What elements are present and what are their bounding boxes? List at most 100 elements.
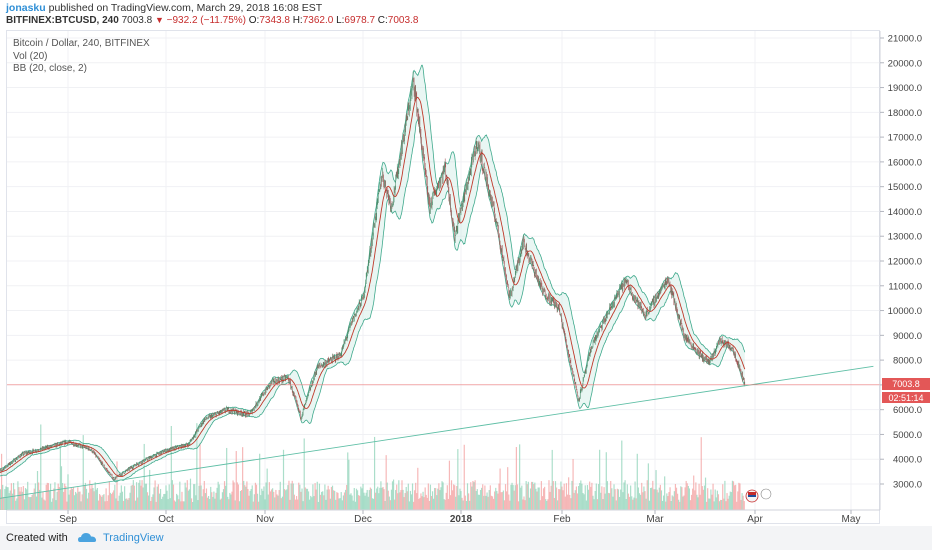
volume-bar [617, 489, 620, 510]
volume-bar [301, 488, 303, 510]
volume-bar [235, 451, 237, 510]
volume-bar [635, 498, 637, 510]
volume-bar [579, 483, 581, 510]
volume-bar [71, 488, 73, 510]
volume-bar [500, 492, 502, 510]
volume-bar [484, 485, 486, 510]
volume-bar [304, 487, 306, 510]
volume-bar [514, 485, 516, 510]
volume-bar [570, 498, 572, 510]
volume-bar [194, 484, 196, 510]
y-tick-label: 11000.0 [888, 281, 922, 292]
volume-bar [81, 494, 83, 510]
volume-bar [449, 495, 452, 510]
volume-bar [698, 483, 700, 510]
volume-bar [316, 481, 318, 510]
volume-bar [685, 480, 687, 510]
volume-bar [646, 480, 648, 510]
volume-bar [66, 501, 68, 510]
high-label: H: [292, 15, 303, 26]
volume-bar [284, 489, 286, 510]
volume-bar [278, 490, 280, 510]
volume-bar [94, 482, 96, 510]
volume-bar [61, 483, 64, 510]
tradingview-cloud-icon [78, 533, 97, 542]
volume-bar [387, 490, 389, 510]
volume-bar [63, 491, 65, 510]
price-chart[interactable]: 21000.0 20000.0 19000.0 18000.0 17000.0 16000… [0, 0, 932, 526]
volume-bar [315, 489, 317, 510]
volume-bar [151, 496, 153, 510]
volume-bar [88, 492, 90, 510]
volume-bar [732, 481, 735, 510]
legend-volume[interactable]: Vol (20) [13, 50, 48, 62]
volume-bar [729, 491, 731, 510]
volume-bar [133, 485, 136, 510]
volume-bar [269, 491, 272, 510]
volume-bar [739, 483, 741, 510]
volume-bar [366, 489, 368, 510]
y-tick-label: 8000.0 [893, 356, 922, 367]
volume-bar [508, 494, 510, 510]
volume-bar [528, 497, 531, 510]
legend-bollinger[interactable]: BB (20, close, 2) [13, 63, 87, 74]
volume-bar [233, 482, 235, 510]
volume-bar [667, 496, 669, 510]
volume-bar [422, 491, 424, 510]
volume-bar [285, 490, 287, 510]
volume-bar [394, 499, 396, 510]
volume-bar [210, 486, 212, 510]
volume-bar [217, 481, 219, 510]
last-price-tag-label: 7003.8 [892, 379, 920, 389]
x-tick-label: 2018 [450, 514, 473, 525]
volume-bar [201, 496, 203, 510]
trend-line [0, 365, 874, 499]
volume-bar [615, 500, 617, 510]
volume-bar [469, 500, 471, 510]
volume-bar [465, 500, 468, 510]
volume-bar [657, 492, 659, 510]
volume-bar [8, 493, 10, 510]
volume-bar [154, 480, 156, 510]
volume-bar [391, 481, 394, 510]
volume-bar [55, 500, 57, 510]
volume-bar [455, 496, 457, 510]
volume-bar [6, 487, 8, 510]
volume-bar [585, 500, 587, 510]
volume-bar [98, 494, 101, 510]
volume-bar [482, 484, 484, 510]
volume-bar [252, 501, 254, 510]
volume-bar [289, 499, 291, 510]
volume-bar [347, 452, 349, 510]
volume-bar [312, 484, 314, 510]
volume-bar [593, 499, 595, 510]
volume-bar [447, 498, 449, 510]
volume-bar [112, 492, 114, 510]
author-link[interactable]: jonasku [6, 2, 46, 14]
volume-bar [192, 501, 194, 510]
volume-bar [19, 491, 21, 510]
volume-bar [104, 501, 106, 510]
volume-bar [197, 500, 199, 510]
volume-bar [724, 480, 726, 510]
volume-bar [0, 453, 3, 510]
volume-bar [129, 492, 131, 510]
volume-bar [20, 486, 22, 510]
volume-bar [302, 501, 304, 510]
volume-bar [684, 487, 686, 510]
volume-bar [695, 482, 697, 510]
volume-bar [27, 481, 29, 510]
volume-bar [381, 487, 383, 510]
volume-bar [317, 501, 319, 510]
volume-bar [216, 487, 218, 510]
volume-bar [692, 488, 694, 510]
volume-bar [321, 491, 323, 510]
volume-bar [260, 495, 262, 510]
volume-bar [108, 481, 110, 510]
volume-bar [310, 495, 312, 510]
tradingview-brand[interactable]: TradingView [103, 532, 164, 544]
volume-bar [676, 493, 679, 510]
volume-bar [380, 481, 382, 510]
volume-bar [446, 485, 448, 510]
volume-bar [259, 453, 261, 510]
